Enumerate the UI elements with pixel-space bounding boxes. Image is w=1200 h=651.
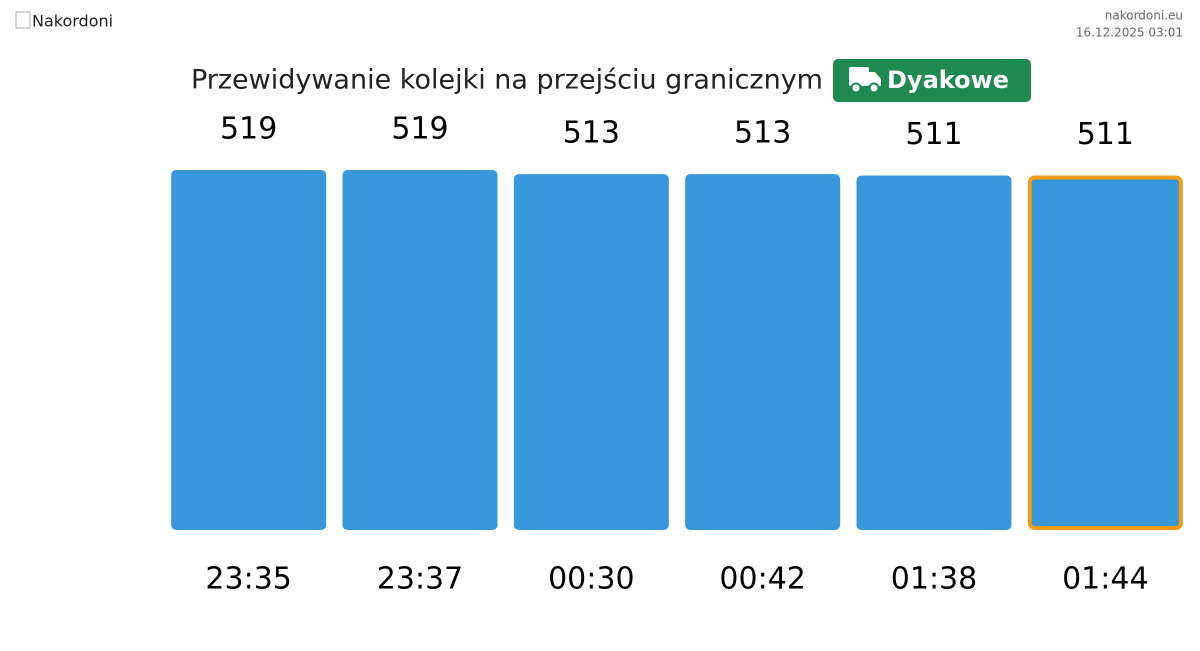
- badge-bg: [833, 59, 1031, 102]
- badge-label: Dyakowe: [887, 66, 1009, 94]
- x-tick-label: 01:44: [1062, 562, 1148, 597]
- x-tick-label: 00:30: [548, 562, 634, 597]
- bar: [856, 175, 1012, 530]
- logo-alt[interactable]: Nakordoni: [32, 12, 113, 31]
- value-label: 519: [391, 112, 448, 147]
- timestamp: 16.12.2025 03:01: [1076, 26, 1183, 40]
- x-tick-label: 00:42: [719, 562, 805, 597]
- truck-icon: [849, 67, 881, 94]
- value-label: 511: [905, 117, 962, 152]
- x-tick-label: 23:37: [377, 562, 463, 597]
- value-label: 513: [563, 116, 620, 151]
- value-label: 511: [1077, 117, 1134, 152]
- bar: [171, 170, 327, 530]
- x-tick-label: 01:38: [891, 562, 977, 597]
- chart-title: Przewidywanie kolejki na przejściu grani…: [191, 65, 823, 96]
- broken-image-icon: [15, 11, 31, 29]
- x-tick-label: 23:35: [205, 562, 291, 597]
- bar: [513, 174, 669, 530]
- site-name: nakordoni.eu: [1105, 9, 1183, 23]
- value-label: 513: [734, 116, 791, 151]
- bar: [342, 170, 498, 530]
- value-label: 519: [220, 112, 277, 147]
- bar: [685, 174, 841, 530]
- bar: [1027, 175, 1183, 530]
- badge: Dyakowe: [833, 59, 1031, 102]
